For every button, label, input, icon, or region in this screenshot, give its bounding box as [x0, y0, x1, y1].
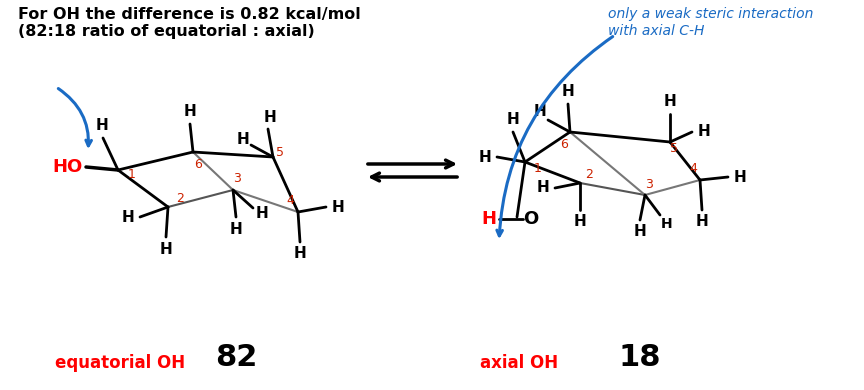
Text: only a weak steric interaction: only a weak steric interaction [608, 7, 813, 21]
Text: O: O [524, 210, 538, 228]
Text: H: H [230, 222, 243, 236]
Text: 3: 3 [645, 177, 653, 190]
Text: 6: 6 [194, 158, 202, 170]
Text: H: H [184, 105, 196, 119]
Text: 4: 4 [286, 195, 294, 207]
Text: 1: 1 [128, 167, 136, 181]
Text: H: H [160, 241, 173, 257]
Text: H: H [661, 217, 673, 231]
Text: 18: 18 [618, 343, 660, 372]
Text: with axial C-H: with axial C-H [608, 24, 704, 38]
Text: 82: 82 [215, 343, 257, 372]
Text: H: H [633, 225, 646, 239]
Text: 1: 1 [534, 163, 542, 176]
Text: H: H [574, 215, 587, 229]
Text: H: H [256, 206, 269, 222]
Text: H: H [506, 112, 519, 128]
Text: H: H [534, 105, 546, 119]
Text: H: H [664, 94, 677, 110]
Text: H: H [734, 170, 746, 184]
Text: H: H [562, 85, 575, 99]
Text: H: H [537, 181, 550, 195]
Text: H: H [481, 210, 497, 228]
Text: For OH the difference is 0.82 kcal/mol: For OH the difference is 0.82 kcal/mol [18, 7, 361, 22]
Text: 5: 5 [670, 142, 678, 156]
Text: equatorial OH: equatorial OH [55, 354, 185, 372]
Text: H: H [479, 149, 492, 165]
Text: (82:18 ratio of equatorial : axial): (82:18 ratio of equatorial : axial) [18, 24, 314, 39]
Text: H: H [697, 124, 710, 140]
Text: 6: 6 [560, 138, 568, 151]
Text: H: H [122, 209, 135, 225]
Text: H: H [332, 200, 345, 215]
Text: axial OH: axial OH [480, 354, 558, 372]
Text: H: H [696, 215, 708, 229]
Text: 5: 5 [276, 145, 284, 158]
Text: 2: 2 [585, 167, 593, 181]
Text: 2: 2 [176, 193, 184, 206]
Text: H: H [264, 110, 276, 124]
Text: HO: HO [53, 158, 83, 176]
Text: 3: 3 [233, 172, 241, 184]
Text: 4: 4 [689, 161, 697, 174]
Text: H: H [96, 119, 108, 133]
Text: H: H [237, 131, 250, 147]
Text: H: H [294, 246, 307, 262]
